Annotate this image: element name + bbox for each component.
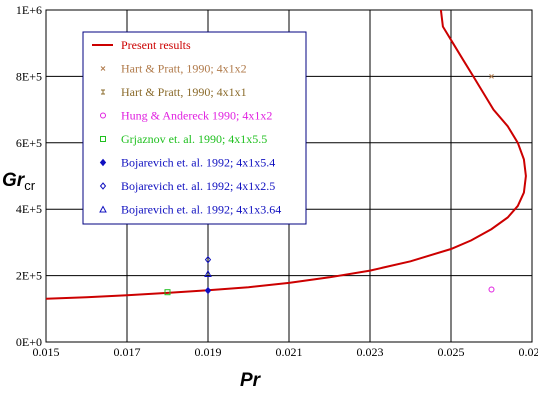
legend-swatch-marker <box>101 89 105 95</box>
legend-swatch-marker <box>99 182 107 190</box>
y-axis-title: Grcr <box>2 170 36 193</box>
data-point-series-3 <box>488 286 495 293</box>
legend-label: Grjaznov et. al. 1990; 4x1x5.5 <box>121 132 267 146</box>
legend-label: Bojarevich et. al. 1992; 4x1x2.5 <box>121 179 275 193</box>
series-layer <box>46 10 527 300</box>
data-point-series-1 <box>489 74 494 79</box>
y-tick-label: 8E+5 <box>16 69 42 83</box>
x-axis-title: Pr <box>240 370 262 391</box>
x-tick-label: 0.015 <box>33 345 60 359</box>
legend-swatch-marker <box>99 158 107 167</box>
legend-swatch-marker <box>99 205 107 213</box>
legend-label: Bojarevich et. al. 1992; 4x1x3.64 <box>121 203 281 217</box>
legend-box <box>82 31 307 225</box>
data-point-series-4 <box>164 289 171 296</box>
y-axis: 0E+0 2E+5 4E+5 6E+5 8E+5 1E+6 <box>16 3 42 349</box>
legend-label: Hart & Pratt, 1990; 4x1x2 <box>121 62 247 76</box>
y-tick-label: 0E+0 <box>16 335 42 349</box>
y-tick-label: 6E+5 <box>16 136 42 150</box>
legend: Present results Hart & Pratt, 1990; 4x1x2… <box>82 31 307 225</box>
x-tick-label: 0.017 <box>114 345 141 359</box>
series-line-present-results <box>46 10 527 300</box>
legend-swatch-marker <box>100 66 106 71</box>
data-point-series-6 <box>204 255 212 264</box>
y-tick-label: 1E+6 <box>16 3 42 17</box>
y-tick-label: 2E+5 <box>16 269 42 283</box>
y-axis-title-sub: cr <box>24 178 36 193</box>
data-point-series-5 <box>204 286 212 295</box>
data-point-series-7 <box>204 269 212 277</box>
legend-swatch-marker <box>100 136 106 142</box>
x-tick-label: 0.025 <box>438 345 465 359</box>
y-tick-label: 4E+5 <box>16 202 42 216</box>
x-tick-label: 0.023 <box>357 345 384 359</box>
x-tick-label: 0.021 <box>276 345 303 359</box>
y-axis-title-main: Gr <box>2 170 26 191</box>
legend-label: Present results <box>121 38 191 52</box>
legend-label: Hung & Andereck 1990; 4x1x2 <box>121 109 272 123</box>
x-tick-label: 0.027 <box>519 345 538 359</box>
legend-label: Hart & Pratt, 1990; 4x1x1 <box>121 85 247 99</box>
legend-label: Bojarevich et. al. 1992; 4x1x5.4 <box>121 156 275 170</box>
x-tick-label: 0.019 <box>195 345 222 359</box>
plot-area <box>45 9 533 343</box>
legend-swatch-marker <box>100 112 106 119</box>
x-axis: 0.015 0.017 0.019 0.021 0.023 0.025 0.027 <box>33 345 538 359</box>
